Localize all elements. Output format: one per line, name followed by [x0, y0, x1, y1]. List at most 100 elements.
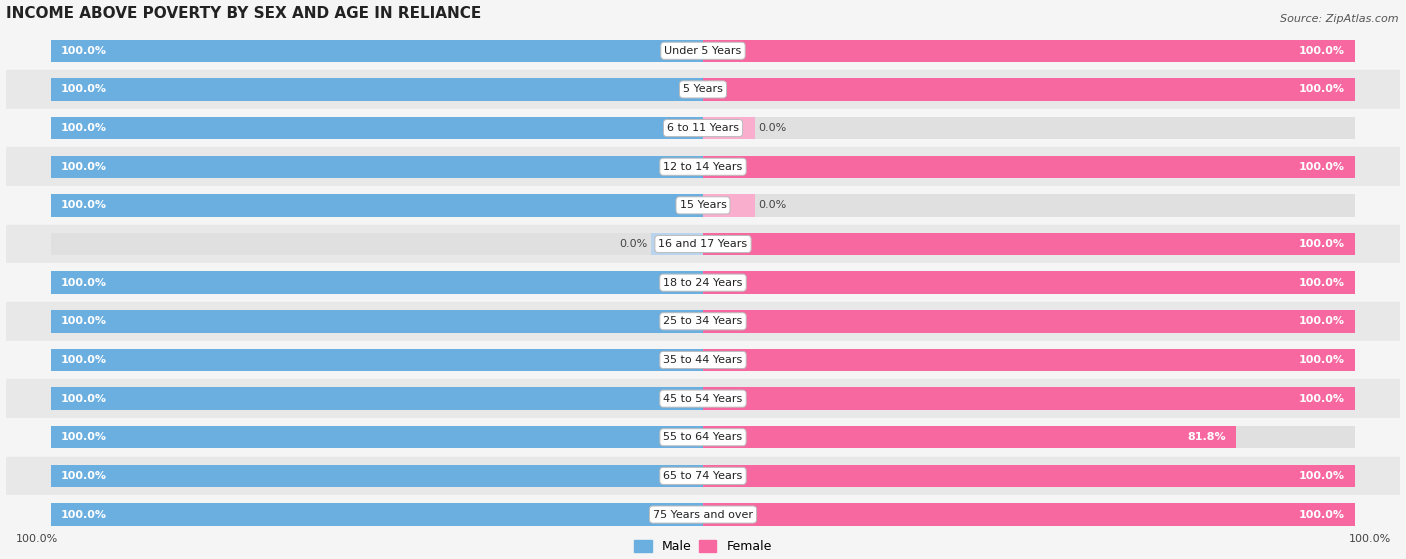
- Text: 100.0%: 100.0%: [60, 394, 107, 404]
- Bar: [51, 503, 703, 526]
- Bar: [6, 340, 1400, 379]
- Bar: [51, 503, 703, 526]
- Text: 100.0%: 100.0%: [1348, 534, 1391, 544]
- Text: 35 to 44 Years: 35 to 44 Years: [664, 355, 742, 365]
- Bar: [51, 117, 703, 139]
- Bar: [703, 117, 1355, 139]
- Bar: [6, 457, 1400, 495]
- Text: 65 to 74 Years: 65 to 74 Years: [664, 471, 742, 481]
- Text: 45 to 54 Years: 45 to 54 Years: [664, 394, 742, 404]
- Text: 6 to 11 Years: 6 to 11 Years: [666, 123, 740, 133]
- Bar: [6, 263, 1400, 302]
- Bar: [703, 233, 1355, 255]
- Text: 12 to 14 Years: 12 to 14 Years: [664, 162, 742, 172]
- Bar: [703, 155, 1355, 178]
- Bar: [703, 503, 1355, 526]
- Text: 100.0%: 100.0%: [1299, 84, 1346, 94]
- Bar: [703, 78, 1355, 101]
- Bar: [51, 310, 703, 333]
- Text: 100.0%: 100.0%: [1299, 394, 1346, 404]
- Text: 100.0%: 100.0%: [60, 46, 107, 56]
- Bar: [6, 225, 1400, 263]
- Bar: [51, 272, 703, 294]
- Text: 55 to 64 Years: 55 to 64 Years: [664, 432, 742, 442]
- Bar: [703, 465, 1355, 487]
- Bar: [703, 272, 1355, 294]
- Bar: [51, 310, 703, 333]
- Text: 0.0%: 0.0%: [758, 200, 786, 210]
- Bar: [51, 155, 703, 178]
- Bar: [51, 194, 703, 216]
- Text: 100.0%: 100.0%: [60, 355, 107, 365]
- Bar: [51, 233, 703, 255]
- Text: 100.0%: 100.0%: [1299, 471, 1346, 481]
- Bar: [703, 155, 1355, 178]
- Bar: [703, 78, 1355, 101]
- Text: 81.8%: 81.8%: [1188, 432, 1226, 442]
- Bar: [703, 194, 755, 216]
- Bar: [703, 349, 1355, 371]
- Text: 75 Years and over: 75 Years and over: [652, 510, 754, 519]
- Text: 5 Years: 5 Years: [683, 84, 723, 94]
- Bar: [703, 387, 1355, 410]
- Bar: [51, 40, 703, 62]
- Bar: [6, 186, 1400, 225]
- Text: 100.0%: 100.0%: [1299, 46, 1346, 56]
- Bar: [703, 40, 1355, 62]
- Bar: [51, 349, 703, 371]
- Text: 100.0%: 100.0%: [60, 278, 107, 288]
- Text: 100.0%: 100.0%: [1299, 278, 1346, 288]
- Bar: [703, 310, 1355, 333]
- Bar: [51, 117, 703, 139]
- Text: 0.0%: 0.0%: [758, 123, 786, 133]
- Bar: [51, 426, 703, 448]
- Bar: [703, 426, 1355, 448]
- Bar: [6, 418, 1400, 457]
- Text: Under 5 Years: Under 5 Years: [665, 46, 741, 56]
- Bar: [6, 31, 1400, 70]
- Text: Source: ZipAtlas.com: Source: ZipAtlas.com: [1281, 14, 1399, 24]
- Text: 100.0%: 100.0%: [1299, 239, 1346, 249]
- Bar: [703, 426, 1236, 448]
- Text: 100.0%: 100.0%: [60, 84, 107, 94]
- Legend: Male, Female: Male, Female: [630, 534, 776, 558]
- Bar: [51, 78, 703, 101]
- Text: 0.0%: 0.0%: [620, 239, 648, 249]
- Bar: [51, 155, 703, 178]
- Bar: [703, 233, 1355, 255]
- Text: 18 to 24 Years: 18 to 24 Years: [664, 278, 742, 288]
- Bar: [703, 465, 1355, 487]
- Bar: [703, 349, 1355, 371]
- Bar: [703, 272, 1355, 294]
- Text: 16 and 17 Years: 16 and 17 Years: [658, 239, 748, 249]
- Bar: [703, 387, 1355, 410]
- Text: 15 Years: 15 Years: [679, 200, 727, 210]
- Text: 100.0%: 100.0%: [1299, 162, 1346, 172]
- Bar: [6, 379, 1400, 418]
- Bar: [51, 78, 703, 101]
- Text: 100.0%: 100.0%: [60, 432, 107, 442]
- Text: 100.0%: 100.0%: [1299, 510, 1346, 519]
- Bar: [51, 40, 703, 62]
- Bar: [703, 40, 1355, 62]
- Text: 100.0%: 100.0%: [15, 534, 58, 544]
- Text: 100.0%: 100.0%: [1299, 316, 1346, 326]
- Bar: [6, 495, 1400, 534]
- Text: INCOME ABOVE POVERTY BY SEX AND AGE IN RELIANCE: INCOME ABOVE POVERTY BY SEX AND AGE IN R…: [6, 6, 481, 21]
- Bar: [51, 272, 703, 294]
- Bar: [51, 349, 703, 371]
- Text: 100.0%: 100.0%: [60, 471, 107, 481]
- Bar: [51, 426, 703, 448]
- Text: 100.0%: 100.0%: [60, 200, 107, 210]
- Bar: [51, 387, 703, 410]
- Bar: [651, 233, 703, 255]
- Bar: [6, 302, 1400, 340]
- Bar: [6, 148, 1400, 186]
- Bar: [703, 194, 1355, 216]
- Bar: [703, 310, 1355, 333]
- Bar: [6, 70, 1400, 109]
- Bar: [703, 117, 755, 139]
- Text: 100.0%: 100.0%: [60, 510, 107, 519]
- Text: 100.0%: 100.0%: [60, 162, 107, 172]
- Bar: [51, 387, 703, 410]
